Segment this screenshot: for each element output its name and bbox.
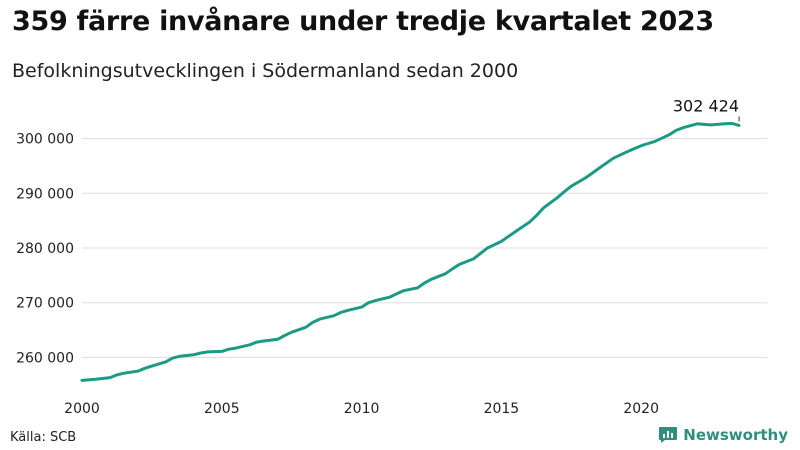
bar-chart-speech-bubble-icon bbox=[659, 427, 678, 443]
chart-title: 359 färre invånare under tredje kvartale… bbox=[12, 6, 714, 37]
x-tick-label: 2010 bbox=[344, 401, 380, 417]
chart-subtitle: Befolkningsutvecklingen i Södermanland s… bbox=[12, 60, 519, 82]
y-tick-label: 260 000 bbox=[16, 350, 74, 366]
x-tick-label: 2000 bbox=[64, 401, 100, 417]
x-tick-label: 2015 bbox=[484, 401, 520, 417]
source-note: Källa: SCB bbox=[10, 430, 77, 445]
brand-name: Newsworthy bbox=[683, 426, 788, 444]
y-tick-label: 300 000 bbox=[16, 132, 74, 148]
x-tick-label: 2020 bbox=[623, 401, 659, 417]
y-tick-label: 280 000 bbox=[16, 241, 74, 257]
annotation-label: 302 424 bbox=[673, 96, 739, 115]
y-tick-label: 290 000 bbox=[16, 186, 74, 202]
x-tick-label: 2005 bbox=[204, 401, 240, 417]
y-tick-label: 270 000 bbox=[16, 296, 74, 312]
series-line bbox=[80, 121, 741, 382]
brand-logo[interactable]: Newsworthy bbox=[658, 426, 788, 444]
